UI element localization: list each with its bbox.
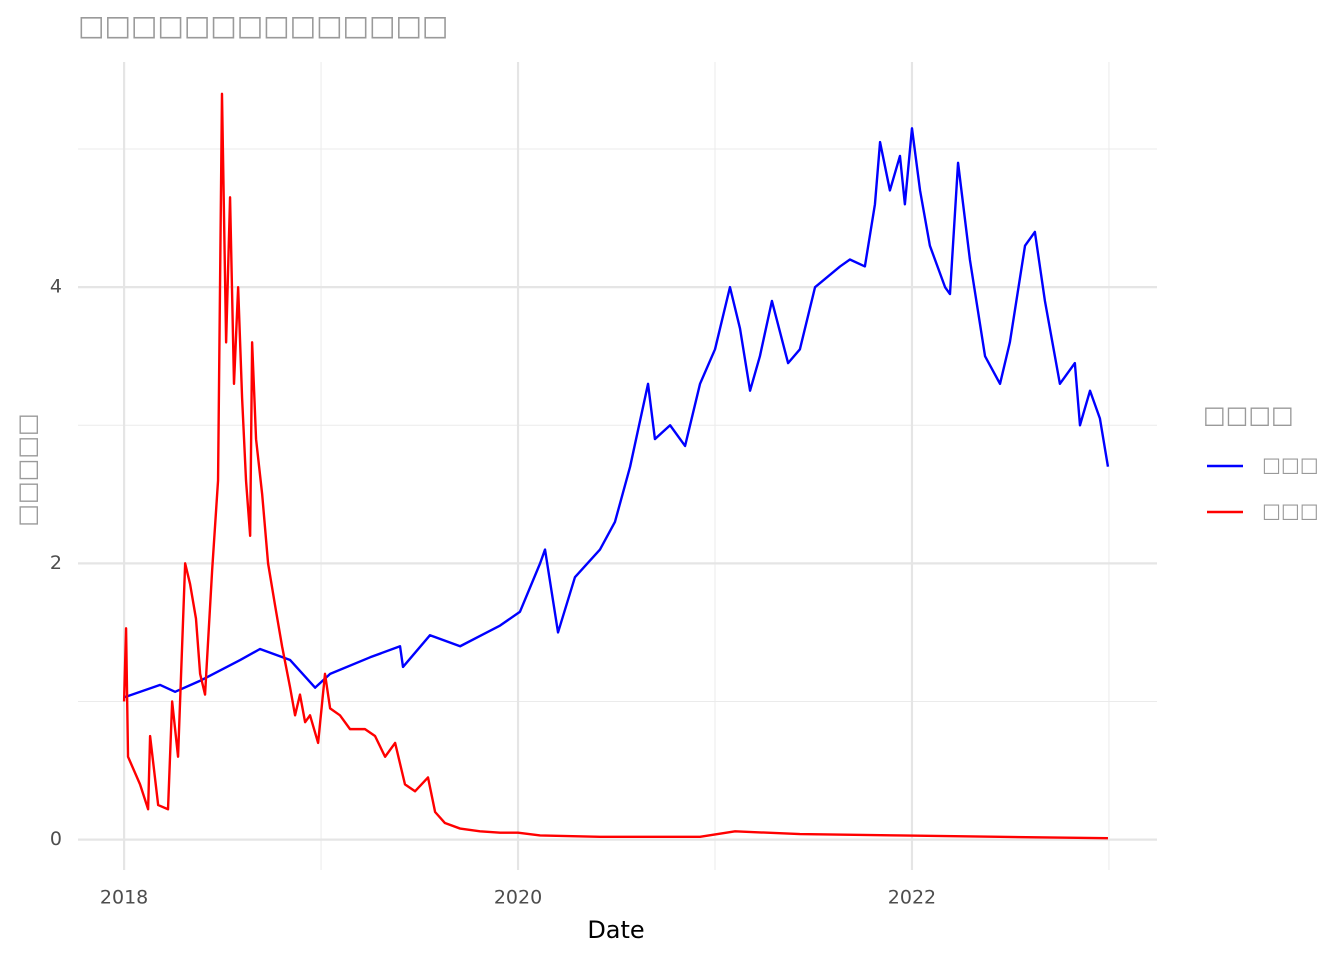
legend-title: □□□□ [1203,401,1294,429]
plot-area [122,92,1110,840]
x-tick-label: 2020 [494,887,542,909]
series-line [122,92,1108,840]
legend-label: □□□ [1262,453,1319,477]
chart-title: □□□□□□□□□□□□□□ [78,9,448,42]
y-tick-label: 0 [50,828,62,850]
x-axis-title: Date [587,916,644,944]
y-tick-label: 2 [50,552,62,574]
series-line [123,127,1110,699]
legend: □□□ □□□ [1207,453,1319,523]
y-tick-label: 4 [50,276,62,298]
legend-label: □□□ [1262,499,1319,523]
x-tick-label: 2018 [100,887,148,909]
y-axis-title: □□□□□ [13,413,41,526]
x-tick-label: 2022 [888,887,936,909]
